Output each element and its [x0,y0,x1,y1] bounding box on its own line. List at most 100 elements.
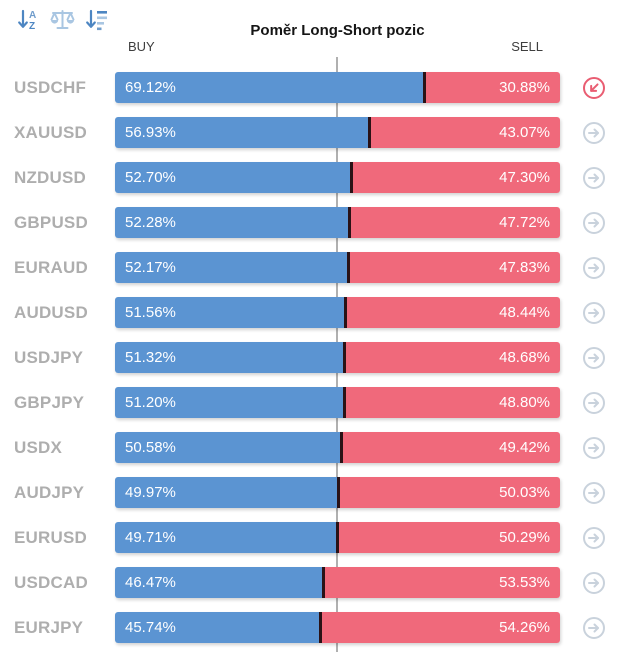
sort-toolbar: A Z [16,7,109,32]
balance-sort-button[interactable] [49,7,76,32]
ratio-bar: 46.47% 53.53% [115,567,560,598]
buy-bar-segment: 45.74% [115,612,319,643]
symbol-label: USDCHF [14,77,87,97]
sort-alphabetical-button[interactable]: A Z [16,7,41,32]
sell-percent-label: 48.44% [499,304,550,321]
circle-arrow-right-icon [583,391,605,414]
buy-bar-segment: 52.70% [115,162,350,193]
sell-percent-label: 47.83% [499,259,550,276]
buy-percent-label: 52.70% [125,169,176,186]
buy-bar-segment: 49.71% [115,522,337,553]
sell-bar-segment: 54.26% [318,612,560,643]
open-symbol-button[interactable] [582,301,606,325]
buy-percent-label: 52.28% [125,214,176,231]
buy-column-header: BUY [128,39,155,54]
ratio-bar: 56.93% 43.07% [115,117,560,148]
sell-bar-segment: 50.03% [337,477,560,508]
table-row: USDX 50.58% 49.42% [0,425,624,470]
ratio-bar: 52.17% 47.83% [115,252,560,283]
sell-bar-segment: 47.83% [347,252,560,283]
table-row: GBPUSD 52.28% 47.72% [0,200,624,245]
sell-percent-label: 50.29% [499,529,550,546]
ratio-bar: 49.71% 50.29% [115,522,560,553]
svg-text:Z: Z [29,21,35,32]
table-row: AUDJPY 49.97% 50.03% [0,470,624,515]
svg-text:A: A [29,10,36,21]
ratio-bar: 50.58% 49.42% [115,432,560,463]
buy-bar-segment: 51.56% [115,297,345,328]
circle-arrow-right-icon [583,481,605,504]
buy-bar-segment: 51.32% [115,342,344,373]
open-symbol-button[interactable] [582,76,606,100]
buy-percent-label: 45.74% [125,619,176,636]
sort-alphabetical-icon: A Z [18,9,36,32]
buy-bar-segment: 50.58% [115,432,341,463]
buy-percent-label: 49.97% [125,484,176,501]
buy-bar-segment: 69.12% [115,72,423,103]
open-symbol-button[interactable] [582,166,606,190]
sell-bar-segment: 48.44% [344,297,560,328]
open-symbol-button[interactable] [582,256,606,280]
circle-arrow-right-icon [583,616,605,639]
sell-bar-segment: 48.80% [342,387,560,418]
buy-bar-segment: 46.47% [115,567,322,598]
open-symbol-button[interactable] [582,481,606,505]
buy-percent-label: 50.58% [125,439,176,456]
sell-bar-segment: 53.53% [321,567,560,598]
table-row: AUDUSD 51.56% 48.44% [0,290,624,335]
table-row: NZDUSD 52.70% 47.30% [0,155,624,200]
balance-scale-icon [50,10,75,29]
buy-bar-segment: 52.17% [115,252,348,283]
ratio-bar: 51.20% 48.80% [115,387,560,418]
symbol-label: NZDUSD [14,167,87,187]
sort-by-value-icon [86,9,107,31]
symbol-label: USDJPY [14,347,84,367]
symbol-label: EURJPY [14,617,84,637]
buy-bar-segment: 56.93% [115,117,369,148]
circle-arrow-right-icon [583,256,605,279]
sort-by-value-button[interactable] [84,7,109,32]
buy-bar-segment: 51.20% [115,387,343,418]
column-headers: BUY SELL [115,39,560,54]
buy-bar-segment: 52.28% [115,207,348,238]
open-symbol-button[interactable] [582,391,606,415]
open-symbol-button[interactable] [582,571,606,595]
circle-arrow-right-icon [583,436,605,459]
table-row: EURAUD 52.17% 47.83% [0,245,624,290]
symbol-label: GBPUSD [14,212,88,232]
open-symbol-button[interactable] [582,436,606,460]
symbol-label: GBPJPY [14,392,85,412]
table-row: USDCAD 46.47% 53.53% [0,560,624,605]
sell-bar-segment: 30.88% [422,72,560,103]
buy-percent-label: 51.20% [125,394,176,411]
circle-arrow-right-icon [583,301,605,324]
circle-arrow-right-icon [583,526,605,549]
buy-percent-label: 56.93% [125,124,176,141]
sell-bar-segment: 48.68% [343,342,560,373]
sell-percent-label: 54.26% [499,619,550,636]
symbol-label: USDX [14,437,63,457]
sell-percent-label: 49.42% [499,439,550,456]
open-symbol-button[interactable] [582,121,606,145]
sell-bar-segment: 43.07% [368,117,560,148]
buy-percent-label: 69.12% [125,79,176,96]
table-row: EURUSD 49.71% 50.29% [0,515,624,560]
open-symbol-button[interactable] [582,526,606,550]
open-symbol-button[interactable] [582,346,606,370]
sell-percent-label: 47.72% [499,214,550,231]
sell-bar-segment: 50.29% [336,522,560,553]
circle-arrow-right-icon [583,571,605,594]
open-symbol-button[interactable] [582,211,606,235]
open-symbol-button[interactable] [582,616,606,640]
symbol-label: EURAUD [14,257,88,277]
circle-arrow-right-icon [583,76,605,99]
table-row: GBPJPY 51.20% 48.80% [0,380,624,425]
sell-percent-label: 48.80% [499,394,550,411]
symbol-label: XAUUSD [14,122,87,142]
ratio-bar: 51.32% 48.68% [115,342,560,373]
buy-percent-label: 46.47% [125,574,176,591]
circle-arrow-right-icon [583,346,605,369]
ratio-bar: 69.12% 30.88% [115,72,560,103]
circle-arrow-right-icon [583,121,605,144]
